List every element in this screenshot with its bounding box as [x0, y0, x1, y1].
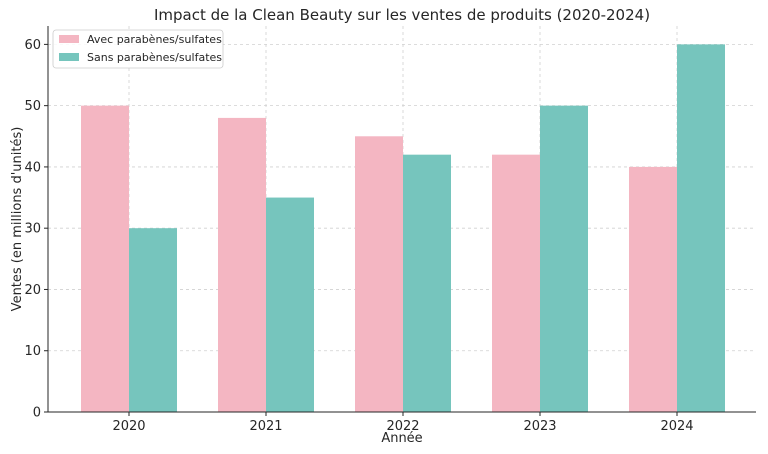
bar-without-parabens-2020 [129, 228, 177, 412]
bar-with-parabens-2023 [492, 154, 540, 412]
bar-with-parabens-2021 [218, 117, 266, 413]
y-tick-label: 10 [24, 344, 41, 359]
y-tick-label: 50 [24, 99, 41, 114]
legend-label-without-parabens: Sans parabènes/sulfates [87, 51, 222, 64]
y-tick-label: 0 [33, 406, 41, 421]
legend-swatch-without-parabens [59, 53, 79, 61]
axes-layer [47, 26, 756, 413]
y-tick-label: 30 [24, 222, 41, 237]
bar-without-parabens-2022 [403, 154, 451, 412]
legend-frame [52, 29, 224, 69]
bar-with-parabens-2020 [81, 105, 129, 413]
bar-without-parabens-2023 [540, 105, 588, 413]
legend: Avec parabènes/sulfates Sans parabènes/s… [52, 29, 224, 69]
legend-swatch-with-parabens [59, 35, 79, 43]
ticks-layer: 0 10 20 30 40 50 60 2020 2021 2022 2023 2024 [24, 38, 693, 434]
x-tick-label: 2024 [660, 419, 693, 434]
x-axis-label: Année [381, 431, 422, 446]
bar-without-parabens-2021 [266, 197, 314, 412]
y-tick-label: 40 [24, 160, 41, 175]
y-tick-label: 60 [24, 38, 41, 53]
y-axis-label: Ventes (en millions d'unités) [10, 127, 25, 312]
legend-label-with-parabens: Avec parabènes/sulfates [87, 33, 222, 46]
bars-layer [81, 44, 725, 413]
bar-with-parabens-2022 [355, 136, 403, 413]
x-tick-label: 2022 [386, 419, 419, 434]
x-tick-label: 2021 [249, 419, 282, 434]
chart-title: Impact de la Clean Beauty sur les ventes… [154, 6, 650, 24]
bar-without-parabens-2024 [677, 44, 725, 412]
bar-with-parabens-2024 [629, 166, 677, 412]
y-tick-label: 20 [24, 283, 41, 298]
x-tick-label: 2020 [112, 419, 145, 434]
x-tick-label: 2023 [523, 419, 556, 434]
